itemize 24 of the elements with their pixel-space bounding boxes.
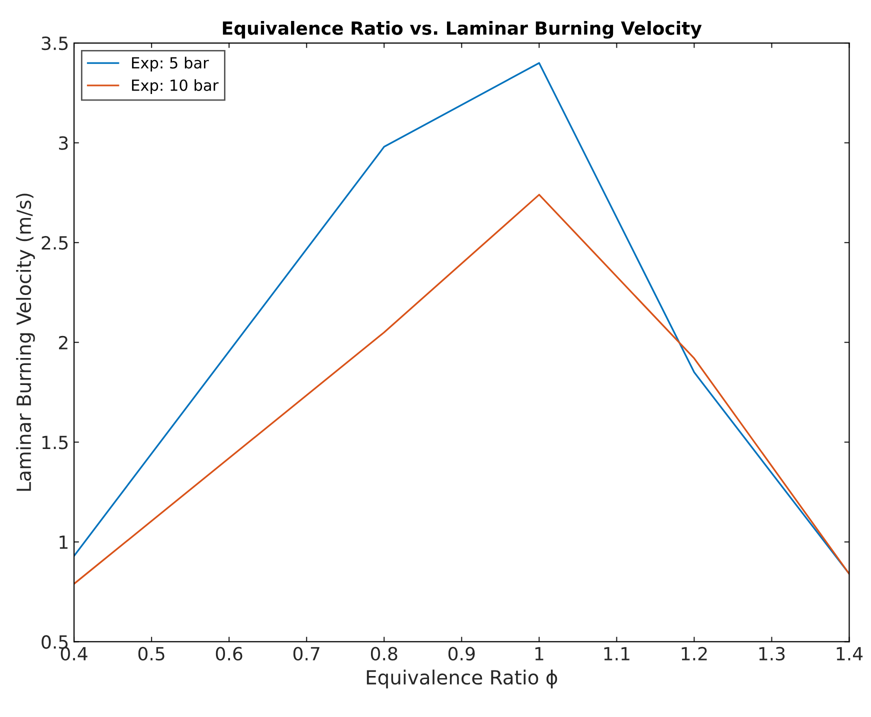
x-axis-title: Equivalence Ratio ϕ (366, 670, 558, 688)
x-tick-label: 1.4 (836, 647, 863, 660)
x-tick-label: 0.4 (60, 646, 88, 661)
chart-title: Equivalence Ratio vs. Laminar Burning Velocity (222, 20, 702, 39)
y-tick-label: 0.5 (42, 635, 68, 649)
line-series (74, 194, 850, 585)
x-tick-label: 0.7 (293, 646, 320, 661)
y-tick-label: 3 (59, 136, 68, 150)
x-tick-label: 1.3 (759, 646, 785, 661)
y-tick-label: 3.5 (42, 36, 68, 50)
y-tick-label: 2 (59, 336, 68, 350)
legend-label: Exp: 10 bar (132, 79, 219, 94)
y-tick-label: 1.5 (42, 436, 68, 450)
x-tick-label: 1 (535, 647, 544, 660)
x-tick-label: 1.2 (682, 646, 707, 660)
x-tick-label: 0.5 (138, 646, 164, 661)
y-tick-label: 2.5 (42, 236, 68, 250)
x-tick-label: 1.1 (604, 647, 630, 660)
x-tick-label: 0.9 (448, 646, 475, 661)
x-tick-label: 0.6 (216, 646, 242, 661)
y-tick-label: 1 (60, 536, 68, 549)
x-tick-label: 0.8 (370, 646, 398, 661)
y-axis-title: Laminar Burning Velocity (m/s) (16, 194, 35, 491)
legend-label: Exp: 5 bar (132, 56, 209, 72)
